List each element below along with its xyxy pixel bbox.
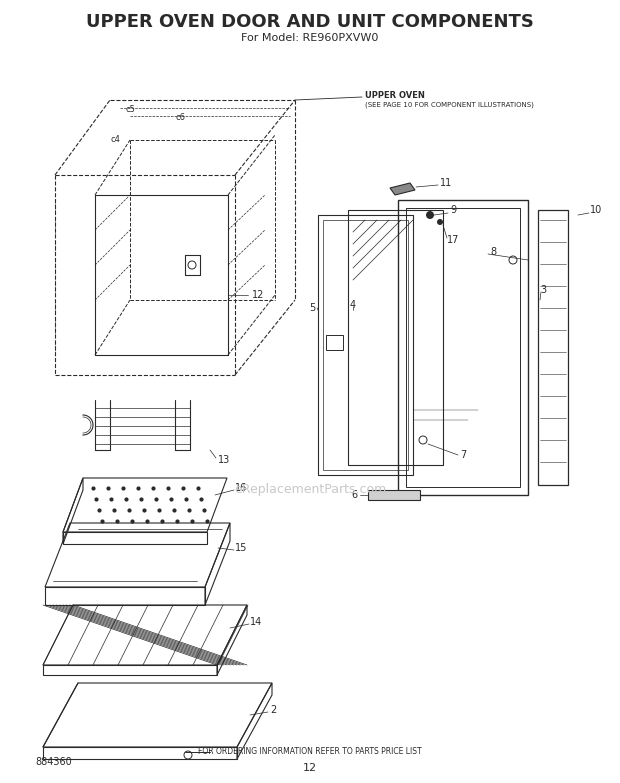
Text: 9: 9 <box>450 205 456 215</box>
Text: 12: 12 <box>252 290 264 300</box>
Text: eReplacementParts.com: eReplacementParts.com <box>234 483 386 496</box>
Polygon shape <box>368 490 420 500</box>
Text: 4: 4 <box>350 300 356 310</box>
Text: c6: c6 <box>175 114 185 122</box>
Text: 10: 10 <box>590 205 602 215</box>
Text: 15: 15 <box>235 543 247 553</box>
Text: 8: 8 <box>490 247 496 257</box>
Text: 2: 2 <box>270 705 277 715</box>
Text: c4: c4 <box>110 135 120 145</box>
Text: c5: c5 <box>125 106 135 114</box>
Text: For Model: RE960PXVW0: For Model: RE960PXVW0 <box>241 33 379 43</box>
Text: 3: 3 <box>540 285 546 295</box>
Circle shape <box>426 211 434 219</box>
Polygon shape <box>390 183 415 195</box>
Text: 12: 12 <box>303 763 317 773</box>
Text: 11: 11 <box>440 178 452 188</box>
Text: FOR ORDERING INFORMATION REFER TO PARTS PRICE LIST: FOR ORDERING INFORMATION REFER TO PARTS … <box>198 748 422 756</box>
Text: 14: 14 <box>250 617 262 627</box>
Text: 5: 5 <box>309 303 315 313</box>
Text: 17: 17 <box>447 235 459 245</box>
Text: UPPER OVEN DOOR AND UNIT COMPONENTS: UPPER OVEN DOOR AND UNIT COMPONENTS <box>86 13 534 31</box>
Circle shape <box>437 219 443 225</box>
Text: (SEE PAGE 10 FOR COMPONENT ILLUSTRATIONS): (SEE PAGE 10 FOR COMPONENT ILLUSTRATIONS… <box>365 102 534 108</box>
Text: 7: 7 <box>460 450 466 460</box>
Text: 16: 16 <box>235 483 247 493</box>
Text: 884360: 884360 <box>35 757 72 767</box>
Text: UPPER OVEN: UPPER OVEN <box>365 91 425 99</box>
Text: 6: 6 <box>352 490 358 500</box>
Text: 13: 13 <box>218 455 230 465</box>
